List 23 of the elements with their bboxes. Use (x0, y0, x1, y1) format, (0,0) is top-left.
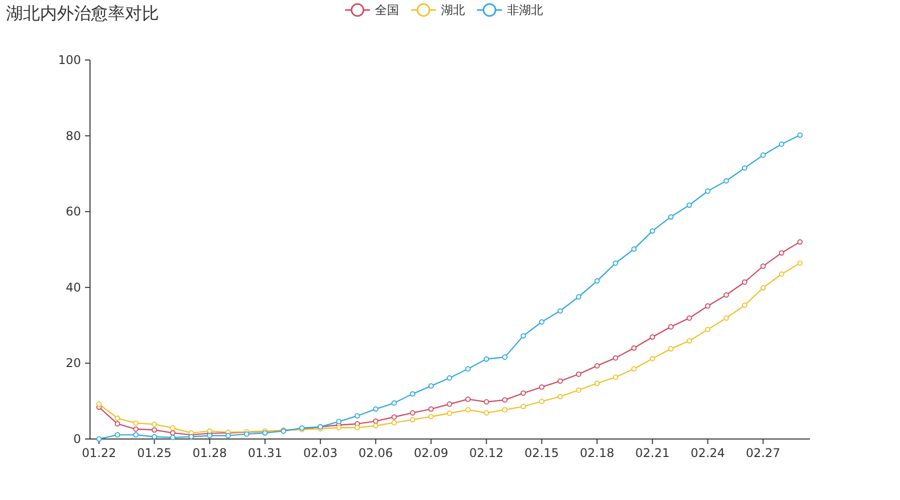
x-tick-label: 02.12 (469, 446, 504, 460)
x-tick-label: 01.25 (137, 446, 172, 460)
x-tick-label: 02.03 (303, 446, 338, 460)
y-tick-label: 20 (66, 356, 81, 370)
y-tick-label: 100 (58, 53, 81, 67)
y-tick-label: 80 (66, 128, 81, 143)
legend-label: 全国 (375, 3, 399, 17)
y-tick-label: 0 (73, 432, 81, 446)
x-tick-label: 02.18 (580, 446, 614, 460)
x-tick-label: 02.27 (746, 446, 780, 460)
x-tick-label: 02.21 (635, 446, 670, 460)
x-tick-label: 02.24 (690, 446, 725, 460)
legend-label: 湖北 (441, 3, 465, 17)
chart-title: 湖北内外治愈率对比 (6, 4, 159, 24)
x-tick-label: 01.22 (82, 446, 116, 460)
y-tick-label: 60 (66, 204, 81, 219)
x-tick-label: 02.15 (524, 446, 559, 460)
y-tick-label: 40 (66, 280, 81, 294)
x-tick-label: 01.31 (248, 446, 282, 460)
x-tick-label: 02.09 (414, 446, 448, 460)
legend-label: 非湖北 (507, 3, 543, 17)
x-tick-label: 01.28 (192, 446, 227, 460)
x-tick-label: 02.06 (358, 446, 393, 460)
